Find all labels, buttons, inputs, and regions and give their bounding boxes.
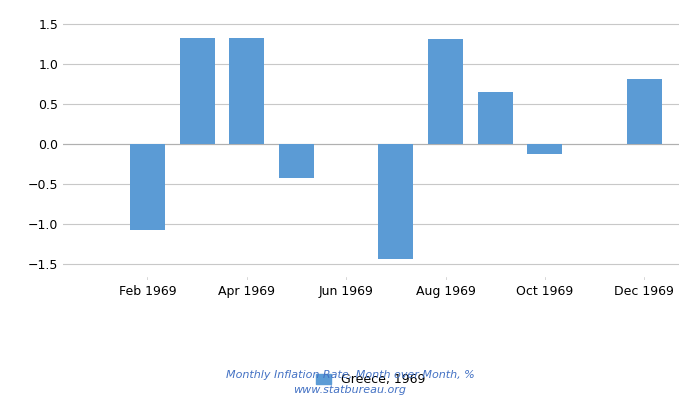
Bar [428, 39, 463, 144]
Bar [478, 92, 512, 144]
Bar [379, 144, 413, 259]
Bar [130, 144, 164, 230]
Bar [180, 38, 214, 144]
Bar [279, 144, 314, 178]
Bar [230, 38, 264, 144]
Text: Monthly Inflation Rate, Month over Month, %: Monthly Inflation Rate, Month over Month… [225, 370, 475, 380]
Legend: Greece, 1969: Greece, 1969 [316, 373, 426, 386]
Bar [626, 79, 662, 144]
Bar [528, 144, 562, 154]
Text: www.statbureau.org: www.statbureau.org [293, 385, 407, 395]
